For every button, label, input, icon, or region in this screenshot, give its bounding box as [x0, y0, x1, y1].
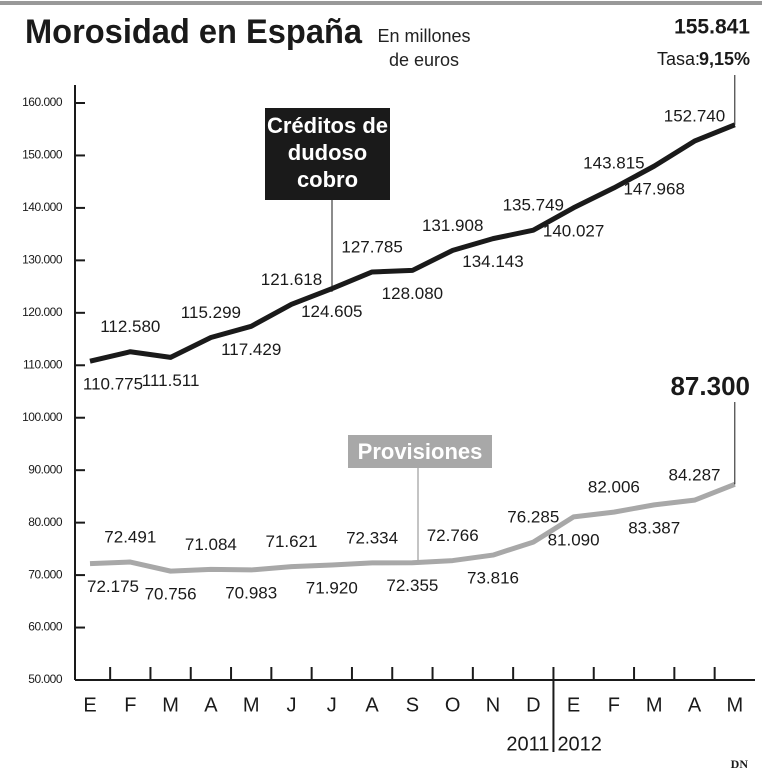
value-label: 71.084: [185, 535, 237, 554]
value-label: 117.429: [221, 340, 281, 359]
value-label: 72.355: [386, 576, 438, 595]
legend-credits: Créditos de dudoso cobro: [265, 108, 390, 200]
x-tick-label: A: [688, 694, 702, 716]
value-label: 72.491: [104, 528, 156, 547]
value-label: 124.605: [301, 302, 362, 321]
value-label: 71.621: [266, 532, 318, 551]
rate-label: Tasa:: [657, 49, 700, 69]
x-tick-label: A: [365, 694, 379, 716]
y-tick-label: 130.000: [22, 253, 63, 267]
y-tick-label: 140.000: [22, 200, 63, 214]
value-label: 111.511: [142, 371, 200, 390]
y-tick-label: 160.000: [22, 95, 63, 109]
value-label: 76.285: [507, 508, 559, 527]
series-line: [89, 122, 736, 364]
x-tick-label: M: [646, 694, 663, 716]
x-tick-label: E: [567, 694, 580, 716]
value-label: 131.908: [422, 216, 483, 235]
x-tick-label: J: [327, 694, 337, 716]
x-tick-label: E: [83, 694, 96, 716]
value-label: 134.143: [462, 252, 523, 271]
x-tick-label: S: [406, 694, 419, 716]
y-tick-label: 110.000: [23, 357, 63, 371]
x-tick-label: D: [526, 694, 540, 716]
value-label: 72.334: [346, 528, 398, 547]
value-label: 127.785: [341, 237, 402, 256]
x-tick-label: M: [726, 694, 743, 716]
value-label: 81.090: [548, 530, 600, 549]
y-tick-label: 120.000: [22, 305, 63, 319]
value-label: 147.968: [623, 180, 684, 199]
rate: 9,15%: [699, 49, 750, 69]
y-tick-label: 80.000: [28, 515, 63, 529]
value-label: 72.175: [87, 577, 139, 596]
x-tick-label: F: [608, 694, 620, 716]
y-tick-label: 150.000: [22, 148, 63, 162]
legend-provisions: Provisiones: [348, 435, 492, 468]
value-label: 112.580: [100, 317, 160, 336]
value-label: 82.006: [588, 478, 640, 497]
y-tick-label: 60.000: [28, 620, 63, 634]
value-label-final: 155.841: [674, 16, 750, 39]
value-label: 70.756: [145, 585, 197, 604]
chart-title: Morosidad en España: [25, 13, 363, 51]
x-tick-label: N: [486, 694, 500, 716]
value-label-final: 87.300: [670, 371, 750, 401]
value-label: 152.740: [664, 107, 725, 126]
source: DN: [731, 757, 749, 771]
series-line: [89, 482, 736, 574]
subtitle: En millones de euros: [377, 26, 471, 70]
value-label: 72.766: [427, 526, 479, 545]
value-label: 135.749: [503, 196, 564, 215]
x-tick-label: J: [287, 694, 297, 716]
value-label: 83.387: [628, 518, 680, 537]
value-label: 128.080: [382, 284, 443, 303]
value-label: 71.920: [306, 579, 358, 598]
y-tick-label: 50.000: [28, 672, 63, 686]
y-tick-label: 90.000: [28, 462, 63, 476]
value-label: 70.983: [225, 583, 277, 602]
x-tick-label: A: [204, 694, 218, 716]
value-label: 115.299: [181, 303, 241, 322]
x-tick-label: M: [243, 694, 260, 716]
year-label: 2012: [557, 733, 602, 755]
value-label: 140.027: [543, 221, 604, 240]
value-label: 84.287: [669, 466, 721, 485]
x-tick-label: M: [162, 694, 179, 716]
year-label: 2011: [506, 733, 549, 755]
y-tick-label: 70.000: [28, 567, 63, 581]
x-tick-label: O: [445, 694, 461, 716]
value-label: 143.815: [583, 153, 644, 172]
x-tick-label: F: [124, 694, 136, 716]
value-label: 110.775: [83, 375, 143, 394]
value-label: 121.618: [261, 270, 322, 289]
value-label: 73.816: [467, 569, 519, 588]
y-tick-label: 100.000: [22, 410, 63, 424]
